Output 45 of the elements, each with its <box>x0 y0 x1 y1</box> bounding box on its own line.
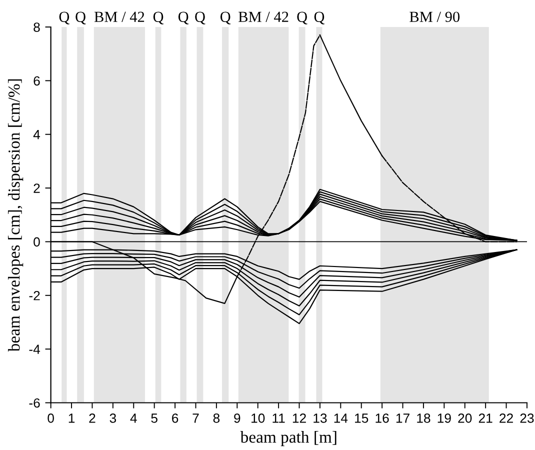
x-tick-label: 2 <box>89 414 96 423</box>
y-tick-label: 8 <box>34 22 40 32</box>
x-tick-label: 20 <box>458 414 472 423</box>
x-tick-label: 11 <box>272 414 285 423</box>
x-tick-label: 4 <box>130 414 137 423</box>
band-label: Q <box>178 12 189 24</box>
x-tick-label: 8 <box>213 414 220 423</box>
band-label: Q <box>220 12 231 24</box>
x-tick-label: 12 <box>292 414 306 423</box>
x-axis-title: beam path [m] <box>240 431 336 446</box>
band-label: Q <box>195 12 206 24</box>
y-tick-label: 2 <box>34 184 40 193</box>
band-label: Q <box>314 12 324 24</box>
band-label: Q <box>153 12 164 24</box>
band-label: BM / 42 <box>94 12 144 22</box>
x-tick-label: 0 <box>48 414 54 423</box>
x-tick-label: 18 <box>417 414 430 423</box>
y-tick-label: -4 <box>29 344 40 354</box>
x-tick-label: 16 <box>376 414 389 423</box>
x-tick-label: 19 <box>438 414 451 423</box>
x-tick-label: 13 <box>314 414 327 423</box>
y-tick-label: 0 <box>34 237 40 247</box>
x-tick-label: 9 <box>234 414 240 423</box>
x-tick-label: 7 <box>192 414 199 423</box>
x-tick-label: 21 <box>478 414 492 423</box>
x-tick-label: 22 <box>500 414 513 423</box>
y-tick-label: -6 <box>29 398 40 408</box>
band-label: Q <box>59 12 70 24</box>
x-tick-label: 6 <box>172 414 178 423</box>
x-tick-label: 5 <box>151 414 158 423</box>
y-tick-label: 4 <box>33 130 40 140</box>
x-tick-label: 17 <box>396 414 410 423</box>
band-label: BM / 42 <box>238 12 288 22</box>
band-label: BM / 90 <box>410 12 460 22</box>
x-tick-label: 3 <box>110 414 116 423</box>
x-tick-label: 15 <box>355 414 368 423</box>
y-tick-label: 6 <box>34 76 40 86</box>
x-tick-label: 23 <box>520 414 534 423</box>
y-axis-title: beam envelopes [cm], dispersion [cm/%] <box>8 79 24 352</box>
y-tick-label: -2 <box>29 290 40 300</box>
band-label: Q <box>297 12 308 24</box>
x-tick-label: 14 <box>334 414 348 423</box>
x-tick-label: 10 <box>252 414 265 423</box>
x-tick-label: 1 <box>68 414 75 423</box>
band-label: Q <box>76 12 86 24</box>
